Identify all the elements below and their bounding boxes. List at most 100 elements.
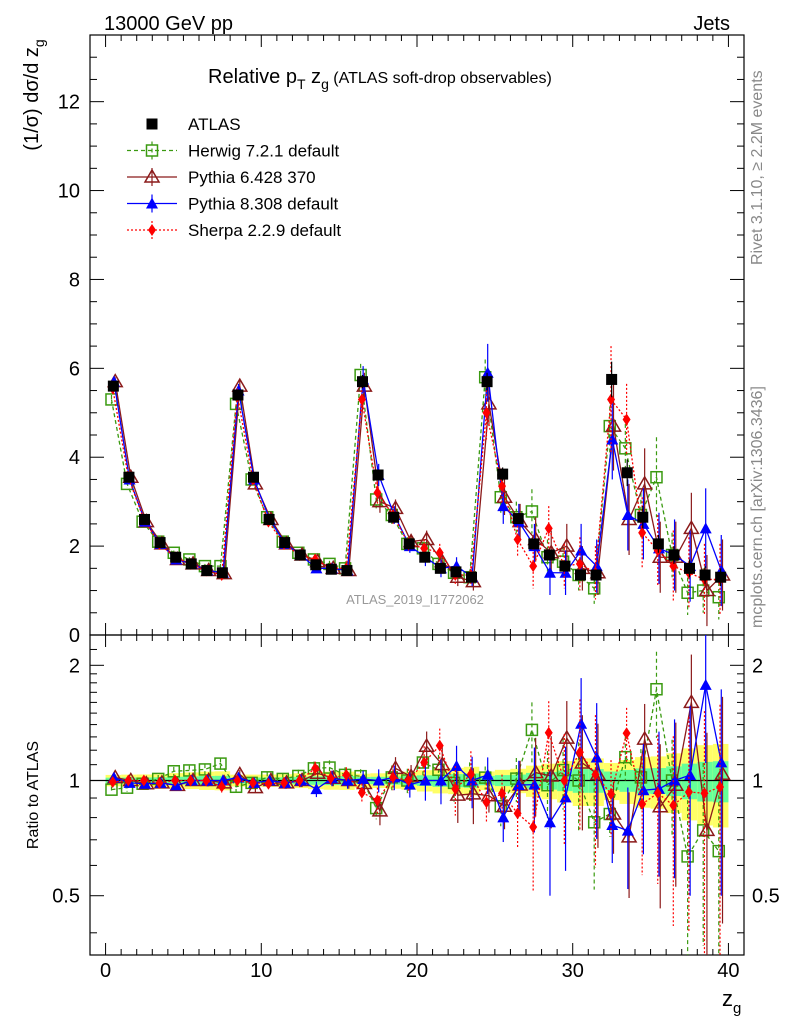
data-point-atlas — [450, 566, 462, 578]
ratio-point-pythia6 — [636, 730, 653, 745]
series-line-pythia6 — [114, 381, 723, 592]
x-tick-label: 20 — [406, 960, 428, 982]
ratio-point-sherpa — [466, 768, 475, 781]
ratio-point-pythia8 — [310, 783, 323, 795]
ratio-point-pythia6 — [433, 756, 451, 771]
ratio-point-sherpa — [326, 772, 335, 785]
data-point-atlas — [216, 567, 228, 579]
ratio-band-stat — [697, 761, 713, 802]
ratio-point-herwig — [541, 778, 554, 792]
data-point-pythia8 — [481, 366, 494, 378]
ratio-point-pythia8 — [372, 774, 385, 786]
data-point-atlas — [668, 549, 680, 561]
data-point-pythia6 — [496, 488, 513, 503]
ratio-point-sherpa — [108, 776, 117, 789]
ratio-point-sherpa — [404, 774, 413, 787]
ratio-point-sherpa — [342, 768, 351, 781]
data-point-sherpa — [622, 413, 631, 426]
ratio-point-pythia6 — [527, 764, 544, 779]
ratio-point-sherpa — [669, 799, 678, 812]
ratio-point-pythia8 — [434, 774, 447, 786]
ratio-point-herwig — [198, 763, 212, 776]
ratio-point-sherpa — [653, 787, 662, 800]
ratio-point-sherpa — [591, 768, 600, 781]
ratio-point-pythia8 — [216, 774, 229, 786]
ratio-point-sherpa — [420, 756, 429, 769]
ratio-point-pythia8 — [450, 759, 463, 771]
ratio-point-sherpa — [684, 785, 693, 798]
plot-title: Relative pT zg (ATLAS soft-drop observab… — [208, 66, 552, 92]
legend-label-pythia6: Pythia 6.428 370 — [188, 168, 316, 187]
ratio-line-sherpa — [112, 732, 721, 829]
data-point-atlas — [139, 513, 150, 525]
data-point-atlas — [606, 373, 618, 385]
data-point-atlas — [310, 559, 322, 571]
legend-label-sherpa: Sherpa 2.2.9 default — [188, 221, 341, 240]
ratio-point-pythia6 — [714, 765, 731, 780]
ratio-point-pythia8 — [543, 816, 556, 828]
ratio-point-sherpa — [171, 774, 180, 787]
series-layer — [105, 343, 731, 627]
legend-label-atlas: ATLAS — [188, 115, 241, 134]
data-point-pythia8 — [575, 544, 588, 556]
ratio-point-sherpa — [311, 762, 320, 775]
data-point-atlas — [325, 563, 337, 575]
data-point-atlas — [294, 549, 306, 561]
data-point-atlas — [497, 468, 509, 480]
ratio-band-stat — [681, 763, 698, 800]
ratio-point-pythia6 — [574, 754, 591, 769]
ratio-point-sherpa — [638, 798, 647, 811]
data-point-atlas — [466, 571, 477, 583]
ratio-point-pythia8 — [684, 769, 697, 781]
series-line-pythia8 — [113, 372, 722, 579]
x-tick-label: 10 — [250, 960, 272, 982]
ratio-series-layer — [105, 635, 731, 955]
ratio-point-sherpa — [202, 774, 211, 787]
ratio-point-herwig — [214, 757, 227, 770]
ratio-y-axis-label: Ratio to ATLAS — [25, 741, 42, 849]
ratio-point-pythia8 — [528, 778, 541, 790]
data-point-pythia6 — [418, 530, 435, 546]
data-point-herwig — [587, 582, 601, 595]
data-point-atlas — [107, 380, 119, 392]
data-point-sherpa — [607, 393, 616, 406]
ratio-point-herwig — [681, 850, 694, 863]
ratio-point-pythia8 — [341, 774, 354, 786]
data-point-sherpa — [498, 480, 507, 493]
ratio-point-pythia8 — [559, 791, 572, 803]
x-tick-label: 30 — [562, 960, 584, 982]
data-point-sherpa — [575, 557, 584, 570]
ratio-point-sherpa — [575, 746, 584, 759]
ratio-y-tick-label: 2 — [69, 655, 80, 677]
ratio-point-pythia8 — [512, 779, 525, 791]
ratio-point-sherpa — [498, 787, 507, 800]
y-tick-label: 4 — [69, 447, 80, 469]
y-tick-label: 6 — [69, 358, 80, 380]
x-axis-label: zg — [722, 986, 741, 1017]
ratio-line-pythia8 — [113, 684, 722, 832]
y-axis-label: (1/σ) dσ/d zg — [21, 39, 47, 150]
ratio-point-sherpa — [233, 774, 242, 787]
ratio-y-tick-label: 0.5 — [52, 886, 80, 908]
data-point-sherpa — [513, 533, 522, 546]
ratio-y-tick-label-right: 2 — [752, 655, 763, 677]
data-point-atlas — [388, 511, 400, 523]
ratio-point-pythia8 — [481, 768, 494, 780]
ratio-point-pythia6 — [496, 797, 513, 813]
data-point-pythia6 — [636, 475, 653, 490]
data-point-pythia6 — [651, 548, 669, 563]
ratio-y-tick-label: 1 — [69, 771, 80, 793]
ratio-point-herwig — [323, 761, 336, 774]
ratio-point-pythia8 — [637, 784, 650, 796]
data-point-atlas — [201, 565, 213, 577]
ratio-point-pythia6 — [683, 693, 700, 709]
ratio-point-sherpa — [451, 782, 460, 795]
legend: ATLAS Herwig 7.2.1 default Pythia 6.428 37… — [127, 115, 341, 240]
ratio-point-pythia8 — [699, 678, 712, 690]
data-point-pythia8 — [699, 522, 712, 534]
ratio-point-sherpa — [700, 787, 709, 800]
data-point-pythia6 — [698, 582, 716, 597]
series-line-sherpa — [112, 388, 721, 581]
